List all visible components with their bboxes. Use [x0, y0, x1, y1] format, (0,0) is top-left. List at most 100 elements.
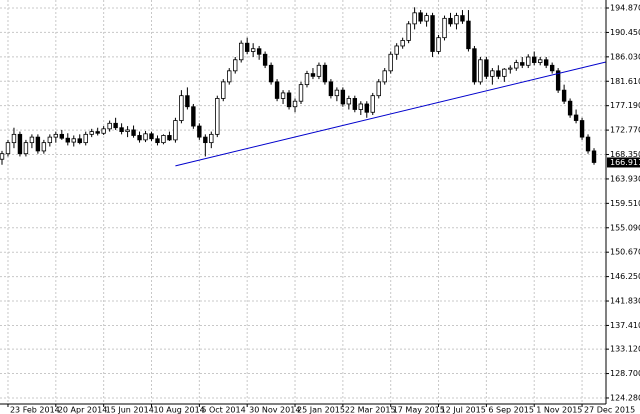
- candle-body: [376, 81, 381, 97]
- candle-body: [238, 42, 244, 61]
- candle-body: [436, 37, 441, 52]
- candle-body: [310, 73, 316, 77]
- candle-body: [412, 12, 417, 25]
- trendline: [175, 61, 606, 167]
- candle-body: [125, 129, 130, 132]
- candle-body: [35, 136, 41, 152]
- x-tick-label: 10 Aug 2014: [154, 406, 205, 414]
- x-tick-label: 1 Nov 2015: [536, 406, 582, 414]
- candle-body: [346, 98, 352, 105]
- candle-body: [454, 15, 459, 25]
- candle-body: [59, 133, 64, 139]
- candle-body: [262, 53, 268, 66]
- candle-body: [322, 64, 328, 83]
- candle-body: [137, 135, 142, 141]
- y-tick-label: 133.120: [610, 345, 640, 354]
- candle-body: [244, 42, 250, 52]
- candle-body: [430, 15, 435, 52]
- candle-body: [5, 142, 11, 155]
- x-tick-label: 17 May 2015: [393, 406, 445, 414]
- candle-body: [292, 100, 298, 108]
- candle-body: [460, 15, 465, 22]
- candle-body: [472, 48, 477, 83]
- y-tick-label: 172.770: [610, 126, 640, 135]
- candle-body: [256, 48, 262, 55]
- x-tick-label: 27 Dec 2015: [584, 406, 635, 414]
- candle-body: [107, 122, 112, 130]
- candle-body: [555, 70, 561, 91]
- candle-body: [573, 114, 579, 121]
- last-price-label: 166.911: [610, 158, 640, 167]
- x-tick-label: 22 Mar 2015: [345, 406, 396, 414]
- candle-body: [352, 98, 358, 110]
- candle-body: [131, 129, 136, 136]
- candle-body: [484, 59, 489, 77]
- candle-body: [191, 106, 196, 127]
- candle-body: [95, 131, 100, 134]
- candle-body: [77, 138, 82, 144]
- candle-body: [502, 68, 507, 77]
- candle-body: [209, 133, 214, 144]
- candle-body: [496, 70, 501, 77]
- candle-body: [89, 131, 94, 135]
- candle-body: [0, 153, 5, 160]
- candle-body: [364, 103, 369, 113]
- candle-body: [334, 89, 340, 97]
- candle-body: [591, 150, 597, 163]
- candle-body: [197, 125, 202, 138]
- candle-body: [250, 48, 256, 52]
- candle-body: [167, 135, 172, 141]
- candle-body: [370, 95, 375, 113]
- candle-body: [508, 67, 513, 70]
- candle-body: [532, 56, 537, 63]
- x-tick-label: 30 Nov 2014: [249, 406, 300, 414]
- candle-body: [585, 136, 591, 152]
- y-tick-label: 128.700: [610, 369, 640, 378]
- last-price-box: [607, 157, 640, 168]
- y-tick-label: 163.930: [610, 174, 640, 183]
- x-tick-label: 25 Jan 2015: [297, 406, 345, 414]
- candle-body: [11, 133, 17, 144]
- y-tick-label: 155.090: [610, 223, 640, 232]
- y-tick-label: 181.610: [610, 77, 640, 86]
- candle-body: [143, 133, 148, 141]
- candle-body: [490, 70, 495, 77]
- candle-body: [298, 84, 304, 102]
- x-tick-label: 6 Sep 2015: [488, 406, 534, 414]
- candle-body: [113, 122, 118, 129]
- candle-body: [179, 95, 184, 121]
- candle-body: [17, 133, 23, 155]
- candle-body: [538, 59, 543, 63]
- candle-body: [394, 45, 399, 55]
- candle-body: [418, 12, 423, 22]
- candle-body: [155, 138, 160, 144]
- candle-body: [478, 59, 483, 83]
- candle-body: [286, 92, 292, 108]
- candle-body: [41, 142, 47, 152]
- candle-body: [567, 100, 573, 116]
- x-tick-label: 20 Apr 2014: [58, 406, 107, 414]
- candle-body: [274, 81, 280, 99]
- candle-body: [149, 133, 154, 140]
- y-tick-label: 137.410: [610, 321, 640, 330]
- candle-body: [448, 17, 453, 25]
- y-tick-label: 124.280: [610, 393, 640, 402]
- candle-body: [382, 70, 387, 83]
- x-tick-label: 15 Jun 2014: [106, 406, 154, 414]
- candle-body: [579, 120, 585, 138]
- candle-body: [233, 59, 238, 72]
- candle-body: [101, 128, 106, 134]
- y-tick-label: 186.030: [610, 52, 640, 61]
- candle-body: [543, 59, 549, 66]
- candle-body: [400, 40, 405, 47]
- candle-body: [161, 135, 166, 144]
- x-tick-label: 12 Jul 2015: [441, 406, 486, 414]
- y-tick-label: 194.870: [610, 4, 640, 13]
- y-tick-label: 141.830: [610, 297, 640, 306]
- candle-body: [268, 64, 274, 83]
- y-tick-label: 159.510: [610, 199, 640, 208]
- candle-body: [221, 81, 226, 99]
- y-tick-label: 150.670: [610, 248, 640, 257]
- candle-body: [406, 23, 411, 41]
